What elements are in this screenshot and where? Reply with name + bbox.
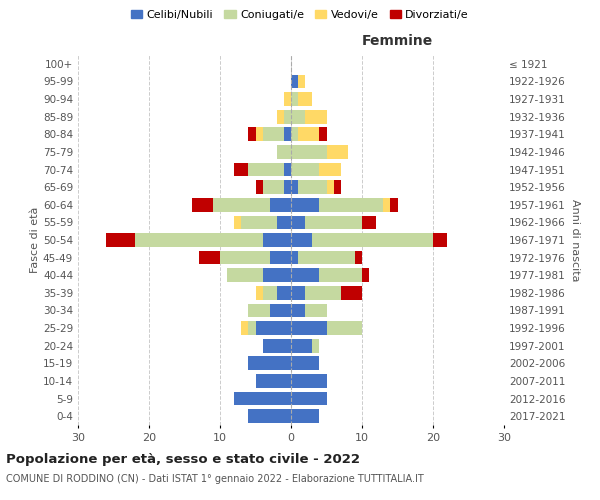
Bar xyxy=(270,198,291,211)
Bar xyxy=(319,198,383,211)
Bar xyxy=(248,321,256,335)
Bar xyxy=(291,356,319,370)
Bar xyxy=(263,268,291,282)
Bar xyxy=(362,216,376,230)
Bar xyxy=(298,74,305,88)
Bar xyxy=(291,286,305,300)
Bar xyxy=(313,233,433,247)
Bar xyxy=(256,128,263,141)
Bar xyxy=(291,162,319,176)
Bar xyxy=(277,286,291,300)
Bar xyxy=(284,128,291,141)
Bar xyxy=(270,250,291,264)
Bar xyxy=(241,321,248,335)
Bar xyxy=(284,92,291,106)
Bar xyxy=(319,268,362,282)
Bar xyxy=(391,198,398,211)
Bar xyxy=(298,180,326,194)
Bar xyxy=(284,180,291,194)
Bar xyxy=(291,392,326,406)
Bar xyxy=(341,286,362,300)
Bar xyxy=(277,216,291,230)
Bar xyxy=(248,128,256,141)
Bar xyxy=(291,321,326,335)
Bar xyxy=(263,339,291,352)
Bar xyxy=(263,128,284,141)
Bar xyxy=(263,286,277,300)
Bar xyxy=(291,233,313,247)
Bar xyxy=(305,286,341,300)
Legend: Celibi/Nubili, Coniugati/e, Vedovi/e, Divorziati/e: Celibi/Nubili, Coniugati/e, Vedovi/e, Di… xyxy=(127,6,473,25)
Bar xyxy=(362,268,369,282)
Bar xyxy=(234,392,291,406)
Bar xyxy=(291,304,305,318)
Bar xyxy=(291,110,305,124)
Bar xyxy=(256,374,291,388)
Bar xyxy=(383,198,391,211)
Bar xyxy=(313,339,319,352)
Bar xyxy=(326,180,334,194)
Bar xyxy=(298,92,313,106)
Bar xyxy=(334,180,341,194)
Bar xyxy=(305,110,326,124)
Bar xyxy=(277,145,291,159)
Bar xyxy=(291,268,319,282)
Bar xyxy=(291,339,313,352)
Bar xyxy=(227,268,263,282)
Bar xyxy=(135,233,263,247)
Bar xyxy=(284,110,291,124)
Bar xyxy=(263,233,291,247)
Bar xyxy=(256,321,291,335)
Bar xyxy=(298,128,319,141)
Bar xyxy=(355,250,362,264)
Bar xyxy=(234,216,241,230)
Bar xyxy=(106,233,135,247)
Bar xyxy=(291,250,298,264)
Bar xyxy=(305,216,362,230)
Bar xyxy=(213,198,270,211)
Bar xyxy=(256,180,263,194)
Bar xyxy=(270,304,291,318)
Bar xyxy=(291,128,298,141)
Bar xyxy=(248,410,291,423)
Bar xyxy=(319,128,326,141)
Bar xyxy=(234,162,248,176)
Bar xyxy=(326,145,348,159)
Text: Popolazione per età, sesso e stato civile - 2022: Popolazione per età, sesso e stato civil… xyxy=(6,452,360,466)
Bar xyxy=(248,356,291,370)
Bar xyxy=(319,162,341,176)
Bar xyxy=(284,162,291,176)
Bar xyxy=(220,250,270,264)
Text: COMUNE DI RODDINO (CN) - Dati ISTAT 1° gennaio 2022 - Elaborazione TUTTITALIA.IT: COMUNE DI RODDINO (CN) - Dati ISTAT 1° g… xyxy=(6,474,424,484)
Bar xyxy=(291,180,298,194)
Y-axis label: Anni di nascita: Anni di nascita xyxy=(569,198,580,281)
Bar xyxy=(291,198,319,211)
Bar xyxy=(305,304,326,318)
Bar xyxy=(241,216,277,230)
Bar xyxy=(291,145,326,159)
Y-axis label: Fasce di età: Fasce di età xyxy=(30,207,40,273)
Bar xyxy=(191,198,213,211)
Bar xyxy=(291,92,298,106)
Bar xyxy=(291,374,326,388)
Bar xyxy=(277,110,284,124)
Text: Femmine: Femmine xyxy=(362,34,433,48)
Bar xyxy=(256,286,263,300)
Bar xyxy=(248,304,270,318)
Bar xyxy=(326,321,362,335)
Bar xyxy=(199,250,220,264)
Bar xyxy=(298,250,355,264)
Bar xyxy=(291,410,319,423)
Bar xyxy=(433,233,447,247)
Bar xyxy=(263,180,284,194)
Bar xyxy=(291,74,298,88)
Bar xyxy=(248,162,284,176)
Bar xyxy=(291,216,305,230)
